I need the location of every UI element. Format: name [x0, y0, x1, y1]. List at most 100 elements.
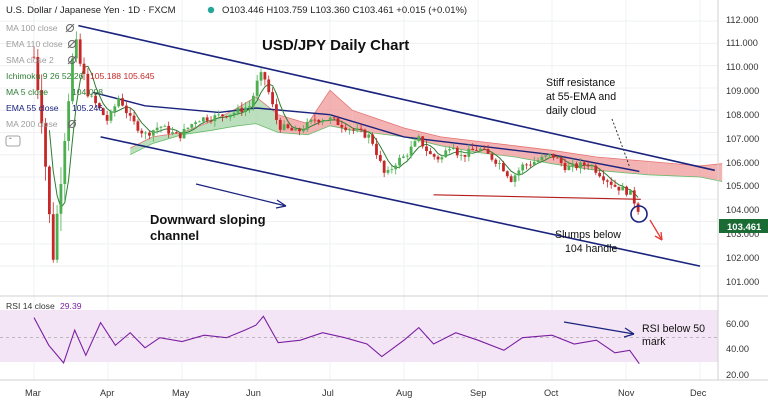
bull-candle	[444, 150, 448, 158]
bear-candle	[340, 124, 344, 128]
bear-candle	[528, 164, 532, 166]
bear-candle	[602, 176, 605, 181]
bull-candle	[409, 146, 413, 156]
bear-candle	[101, 108, 105, 116]
month-label: Oct	[544, 388, 559, 398]
bear-candle	[425, 146, 428, 152]
bear-candle	[275, 104, 278, 120]
bear-candle	[82, 63, 86, 74]
bull-candle	[259, 72, 263, 81]
rsi-path	[33, 315, 640, 365]
bull-candle	[151, 130, 155, 136]
bull-candle	[417, 136, 421, 142]
channel-annotation: Downward sloping channel	[150, 183, 287, 243]
rsi-axis: 60.00 40.00 20.00	[726, 319, 749, 380]
bull-candle	[467, 148, 471, 157]
month-label: Nov	[618, 388, 635, 398]
eye-icon[interactable]	[67, 119, 77, 129]
bull-candle	[255, 80, 259, 96]
bull-candle	[248, 106, 251, 108]
bull-candle	[544, 155, 548, 157]
symbol-title[interactable]: U.S. Dollar / Japanese Yen · 1D · FXCM	[6, 5, 176, 16]
bear-candle	[51, 214, 55, 260]
eye-icon[interactable]	[65, 23, 75, 33]
indicator-label[interactable]: MA 5 close	[6, 87, 48, 97]
annotation-text: Slumps below	[555, 229, 621, 241]
bear-candle	[148, 132, 151, 136]
bear-candle	[44, 123, 47, 167]
bull-candle	[67, 101, 71, 141]
month-label: Aug	[396, 388, 412, 398]
bull-candle	[244, 107, 248, 112]
bear-candle	[509, 176, 513, 182]
bear-candle	[613, 184, 617, 187]
bull-candle	[536, 160, 540, 162]
time-axis[interactable]: Mar Apr May Jun Jul Aug Sep Oct Nov Dec	[25, 388, 707, 398]
candlesticks	[32, 31, 640, 263]
annotation-text: daily cloud	[546, 105, 596, 117]
bull-candle	[521, 164, 525, 171]
bear-candle	[221, 114, 224, 117]
annotation-text: at 55-EMA and	[546, 91, 616, 103]
bull-candle	[348, 129, 351, 131]
bear-candle	[494, 159, 498, 164]
breakdown-highlight-circle	[630, 205, 648, 223]
channel-lower-line	[100, 136, 701, 267]
indicator-legend[interactable]: MA 100 close EMA 110 close SMA close 2 I…	[5, 23, 155, 147]
bear-candle	[271, 92, 274, 105]
bear-candle	[174, 132, 178, 134]
bear-candle	[225, 116, 228, 118]
collapse-legend-button[interactable]	[5, 135, 21, 147]
bear-candle	[490, 153, 494, 160]
bear-candle	[121, 98, 124, 106]
bear-candle	[313, 119, 317, 121]
bear-candle	[344, 127, 348, 131]
bull-candle	[540, 156, 544, 161]
indicator-label[interactable]: Ichimoku 9 26 52 26	[6, 71, 84, 81]
bear-candle	[78, 39, 82, 64]
bear-candle	[428, 151, 432, 155]
bull-candle	[390, 169, 394, 171]
bull-candle	[163, 125, 167, 127]
arrow-head	[654, 231, 663, 241]
month-label: Apr	[100, 388, 114, 398]
bull-candle	[71, 58, 74, 102]
bull-candle	[213, 115, 217, 122]
bear-candle	[36, 56, 40, 91]
bear-candle	[421, 136, 425, 147]
bull-candle	[201, 117, 205, 122]
indicator-label[interactable]: MA 100 close	[6, 23, 58, 33]
bull-candle	[325, 120, 328, 122]
bear-candle	[105, 115, 109, 121]
bear-candle	[475, 150, 478, 151]
bull-candle	[355, 128, 359, 131]
price-tick-label: 103.000	[726, 229, 759, 239]
market-status-icon	[207, 6, 215, 14]
ma5-line	[48, 65, 639, 209]
eye-icon[interactable]	[67, 39, 77, 49]
bull-candle	[402, 156, 405, 158]
bull-candle	[452, 147, 455, 150]
price-axis[interactable]: 112.000 111.000 110.000 109.000 108.000 …	[719, 15, 768, 287]
eye-icon[interactable]	[67, 55, 77, 65]
indicator-label[interactable]: SMA close 2	[6, 55, 54, 65]
bear-candle	[552, 153, 555, 158]
bull-candle	[171, 132, 174, 134]
bear-candle	[240, 107, 244, 112]
indicator-label[interactable]: EMA 55 close	[6, 103, 59, 113]
support-104-line	[433, 194, 641, 200]
indicator-label[interactable]: MA 200 close	[6, 119, 58, 129]
bull-candle	[567, 166, 571, 171]
rsi-value: 29.39	[60, 301, 82, 311]
rsi-label[interactable]: RSI 14 close	[6, 301, 55, 311]
bull-candle	[182, 128, 186, 139]
bear-candle	[140, 130, 144, 134]
bear-candle	[559, 157, 563, 164]
indicator-label[interactable]: EMA 110 close	[6, 39, 63, 49]
bull-candle	[621, 186, 625, 191]
price-tick-label: 111.000	[726, 38, 758, 48]
trend-arrow	[195, 183, 287, 207]
bear-candle	[317, 119, 321, 123]
bull-candle	[386, 170, 390, 173]
